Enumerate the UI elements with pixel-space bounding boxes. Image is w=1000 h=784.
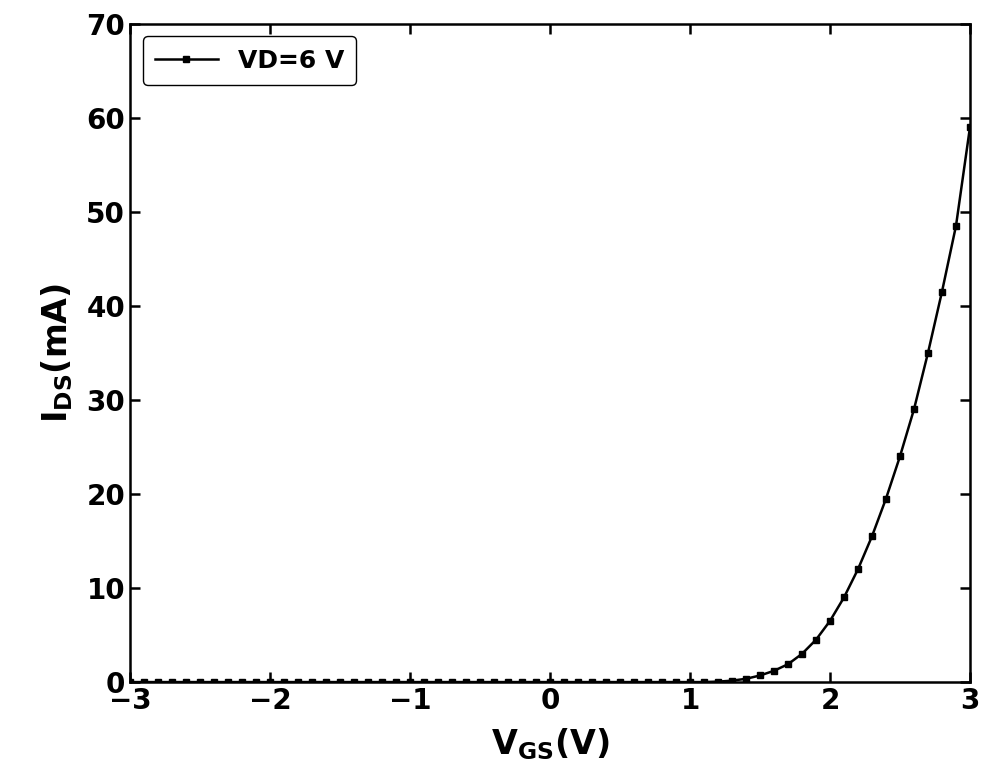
VD=6 V (852, 564, 864, 574)
Line: VD=6 V: VD=6 V (127, 124, 973, 685)
VD=6 V (418, 677, 430, 687)
VD=6 V (964, 122, 976, 132)
VD=6 V (320, 677, 332, 687)
X-axis label: $\mathbf{V_{GS}}$$\mathbf{(V)}$: $\mathbf{V_{GS}}$$\mathbf{(V)}$ (491, 726, 609, 762)
Y-axis label: $\mathbf{I_{DS}}$$\mathbf{(mA)}$: $\mathbf{I_{DS}}$$\mathbf{(mA)}$ (39, 283, 75, 423)
VD=6 V (292, 677, 304, 687)
VD=6 V (628, 677, 640, 687)
Legend: VD=6 V: VD=6 V (143, 36, 356, 85)
VD=6 V (572, 677, 584, 687)
VD=6 V (124, 677, 136, 687)
